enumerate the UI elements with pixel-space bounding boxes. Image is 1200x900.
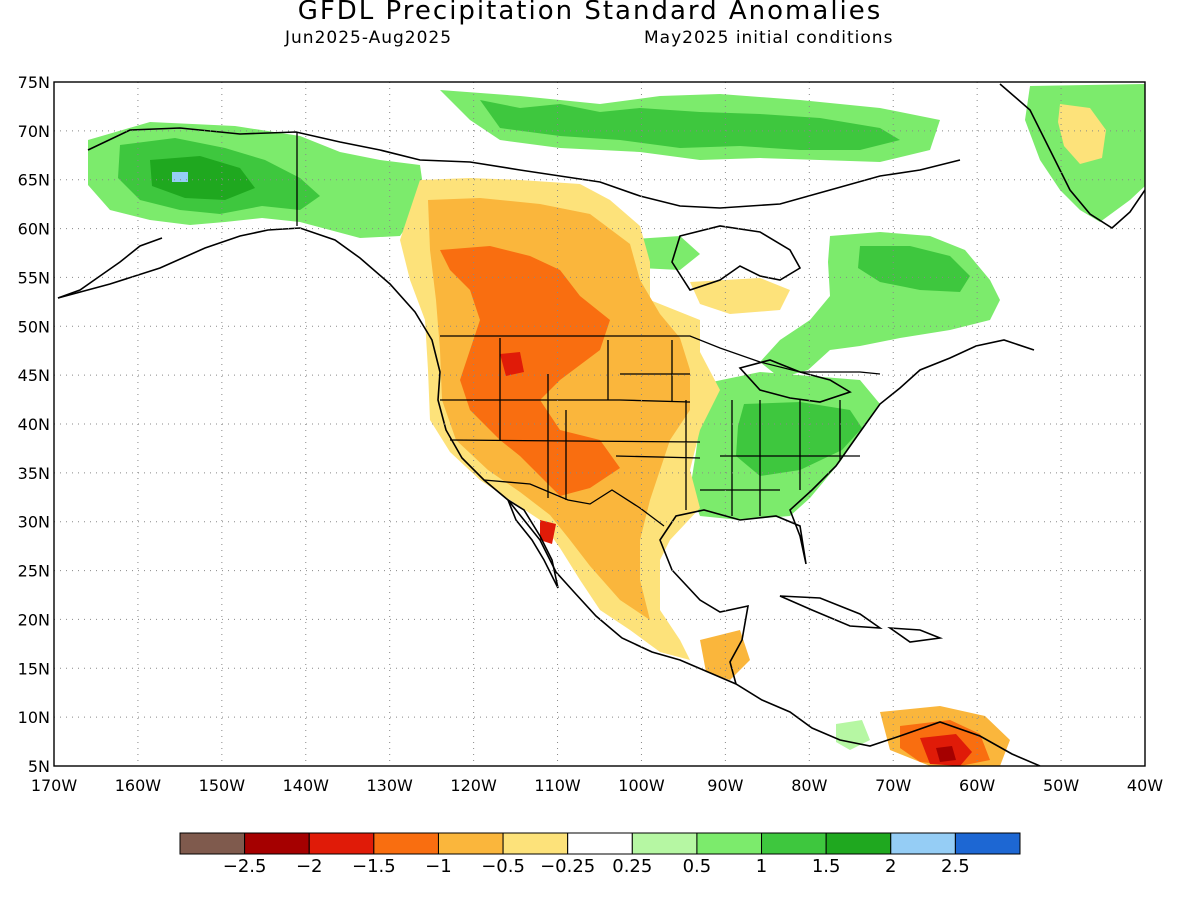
anomaly-region [540,520,556,544]
lon-tick-label: 150W [199,776,246,795]
anomaly-region [936,746,956,762]
baja-california [506,498,559,589]
colorbar-swatch [631,832,698,855]
colorbar-label: −2.5 [222,856,267,877]
colorbar-swatch [502,832,569,855]
north-america-coastline [57,227,1041,766]
lat-tick-label: 25N [18,562,50,581]
lat-tick-label: 50N [18,317,50,336]
lat-tick-label: 5N [28,757,50,776]
lat-tick-label: 15N [18,659,50,678]
grid-lines [54,82,1145,766]
political-borders [296,132,881,527]
lon-tick-label: 140W [283,776,330,795]
colorbar-label: 1.5 [811,856,841,877]
gulf-coastline [659,339,1035,685]
colorbar-label: −1.5 [351,856,396,877]
colorbar-swatch [179,832,246,855]
colorbar-label: 2 [885,856,897,877]
lon-tick-label: 170W [31,776,78,795]
init-label: May2025 initial conditions [644,28,894,48]
great-lakes [738,359,852,403]
anomaly-region [1058,104,1106,164]
coastlines [57,83,1145,766]
lon-tick-label: 60W [959,776,995,795]
cuba [779,595,883,629]
colorbar-label: 2.5 [941,856,970,877]
colorbar [179,832,1021,855]
longitude-labels: 170W 160W 150W 140W 130W 120W 110W 100W 90W 80W 70… [31,776,1163,795]
anomaly-region [858,246,970,292]
anomaly-region [150,156,255,200]
colorbar-swatch [437,832,504,855]
anomaly-region [440,246,620,496]
anomaly-region [690,278,790,314]
lon-tick-label: 90W [707,776,743,795]
colorbar-swatch [954,832,1021,855]
lat-tick-label: 35N [18,464,50,483]
anomaly-region [836,720,870,750]
anomaly-region [480,100,900,150]
lat-tick-label: 75N [18,73,50,92]
lon-tick-label: 100W [618,776,665,795]
season-label: Jun2025-Aug2025 [285,28,453,48]
colorbar-swatch [761,832,827,855]
colorbar-label: −2 [295,856,323,877]
hudson-bay-coastline [671,225,802,291]
colorbar-swatch [308,832,375,855]
lat-tick-label: 65N [18,171,50,190]
colorbar-swatch [890,832,956,855]
map-title: GFDL Precipitation Standard Anomalies [297,0,883,26]
lat-tick-label: 45N [18,366,50,385]
us-state-lines [440,338,860,516]
anomaly-shading [88,84,1145,766]
latitude-labels: 75N 70N 65N 60N 55N 50N 45N 40N 35N 30N 25N 20N 15N 1… [18,73,50,776]
colorbar-swatch [825,832,892,855]
anomaly-region [736,402,862,476]
lat-tick-label: 10N [18,708,50,727]
lon-tick-label: 130W [367,776,414,795]
arctic-coastline [87,127,961,209]
colorbar-label: −0.25 [540,856,596,877]
anomaly-region [500,352,524,376]
colorbar-swatch [696,832,763,855]
anomaly-region [172,172,188,182]
lon-tick-label: 110W [534,776,581,795]
colorbar-swatch [373,832,439,855]
colorbar-label: 0.25 [612,856,653,877]
anomaly-region [700,630,750,680]
us-canada-border [440,335,881,375]
lat-tick-label: 70N [18,122,50,141]
alaska-peninsula [57,237,163,299]
colorbar-label: 0.5 [682,856,712,877]
us-mexico-border [483,479,665,527]
colorbar-label: −0.5 [481,856,525,877]
lat-tick-label: 40N [18,415,50,434]
colorbar-swatch [244,832,310,855]
colorbar-label: 1 [755,856,768,877]
lon-tick-label: 50W [1043,776,1079,795]
lat-tick-label: 20N [18,610,50,629]
colorbar-swatch [567,832,633,855]
lon-tick-label: 120W [450,776,497,795]
lon-tick-label: 70W [875,776,911,795]
hispaniola [887,627,944,643]
lat-tick-label: 60N [18,220,50,239]
colorbar-label: −1 [425,856,452,877]
map-frame [53,81,1146,767]
greenland-coastline [999,83,1145,229]
lon-tick-label: 80W [791,776,827,795]
lon-tick-label: 40W [1127,776,1163,795]
lon-tick-label: 160W [115,776,162,795]
lat-tick-label: 30N [18,513,50,532]
map-plot-area [57,83,1145,766]
lat-tick-label: 55N [18,268,50,287]
